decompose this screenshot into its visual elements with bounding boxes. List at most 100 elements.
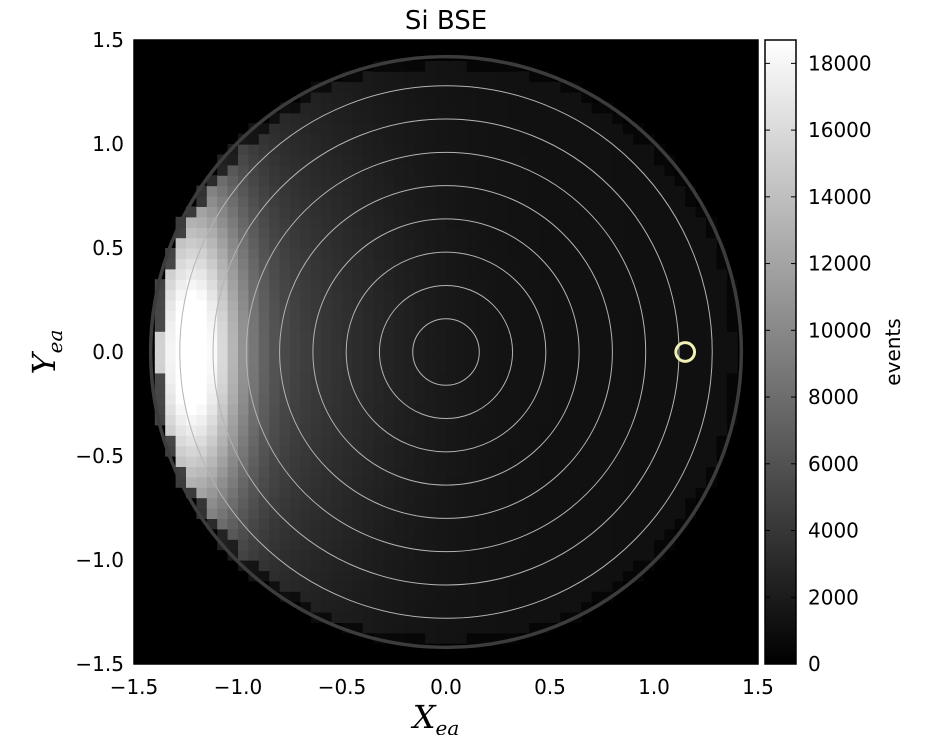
heatmap-cell bbox=[508, 435, 520, 447]
heatmap-cell bbox=[622, 518, 634, 530]
heatmap-cell bbox=[165, 341, 177, 353]
heatmap-cell bbox=[373, 341, 385, 353]
heatmap-cell bbox=[550, 549, 561, 561]
heatmap-cell bbox=[383, 92, 395, 103]
heatmap-cell bbox=[217, 227, 229, 239]
heatmap-cell bbox=[633, 133, 645, 145]
heatmap-cell bbox=[435, 362, 447, 374]
heatmap-cell bbox=[258, 372, 270, 384]
heatmap-cell bbox=[383, 300, 395, 311]
heatmap-cell bbox=[435, 60, 447, 72]
heatmap-cell bbox=[414, 289, 426, 301]
heatmap-cell bbox=[404, 508, 416, 519]
heatmap-cell bbox=[570, 601, 582, 613]
heatmap-cell bbox=[217, 310, 229, 322]
heatmap-cell bbox=[706, 300, 717, 311]
heatmap-cell bbox=[487, 352, 499, 363]
heatmap-cell bbox=[466, 248, 478, 259]
heatmap-cell bbox=[716, 289, 728, 301]
heatmap-cell bbox=[612, 175, 624, 187]
heatmap-cell bbox=[342, 289, 353, 301]
heatmap-cell bbox=[383, 393, 395, 405]
heatmap-cell bbox=[487, 268, 499, 280]
heatmap-cell bbox=[518, 300, 530, 311]
heatmap-cell bbox=[425, 580, 437, 592]
heatmap-cell bbox=[196, 445, 208, 457]
heatmap-cell bbox=[238, 175, 249, 187]
heatmap-cell bbox=[466, 92, 478, 103]
heatmap-cell bbox=[404, 362, 416, 374]
heatmap-cell bbox=[383, 528, 395, 540]
heatmap-cell bbox=[352, 227, 364, 239]
heatmap-cell bbox=[300, 591, 312, 603]
heatmap-cell bbox=[622, 237, 634, 249]
heatmap-cell bbox=[217, 216, 229, 228]
heatmap-cell bbox=[529, 341, 541, 353]
heatmap-cell bbox=[352, 133, 364, 145]
heatmap-cell bbox=[591, 549, 603, 561]
heatmap-cell bbox=[539, 612, 551, 623]
heatmap-cell bbox=[643, 185, 655, 197]
heatmap-cell bbox=[466, 133, 478, 145]
heatmap-cell bbox=[539, 445, 551, 457]
heatmap-cell bbox=[477, 476, 489, 488]
heatmap-cell bbox=[206, 487, 218, 499]
heatmap-cell bbox=[279, 341, 291, 353]
heatmap-cell bbox=[310, 123, 322, 135]
heatmap-cell bbox=[425, 81, 437, 93]
heatmap-cell bbox=[581, 248, 593, 259]
heatmap-cell bbox=[581, 331, 593, 343]
heatmap-cell bbox=[456, 320, 468, 332]
heatmap-cell bbox=[685, 310, 697, 322]
heatmap-cell bbox=[477, 539, 489, 551]
heatmap-cell bbox=[394, 580, 405, 592]
heatmap-cell bbox=[539, 248, 551, 259]
heatmap-cell bbox=[310, 164, 322, 176]
heatmap-cell bbox=[456, 560, 468, 571]
heatmap-cell bbox=[602, 133, 613, 145]
heatmap-cell bbox=[227, 352, 239, 363]
heatmap-cell bbox=[498, 362, 509, 374]
heatmap-cell bbox=[290, 570, 301, 582]
heatmap-cell bbox=[706, 237, 717, 249]
heatmap-cell bbox=[186, 404, 197, 415]
heatmap-cell bbox=[581, 497, 593, 509]
heatmap-cell bbox=[206, 456, 218, 467]
heatmap-cell bbox=[456, 570, 468, 582]
heatmap-cell bbox=[342, 549, 353, 561]
heatmap-cell bbox=[550, 144, 561, 155]
heatmap-cell bbox=[518, 227, 530, 239]
heatmap-cell bbox=[487, 528, 499, 540]
heatmap-cell bbox=[414, 393, 426, 405]
heatmap-cell bbox=[602, 175, 613, 187]
heatmap-cell bbox=[206, 404, 218, 415]
heatmap-cell bbox=[186, 300, 197, 311]
heatmap-cell bbox=[321, 549, 333, 561]
heatmap-cell bbox=[612, 279, 624, 291]
heatmap-cell bbox=[622, 528, 634, 540]
heatmap-cell bbox=[602, 456, 613, 467]
heatmap-cell bbox=[425, 414, 437, 426]
heatmap-cell bbox=[591, 435, 603, 447]
y-tick-label: −1.5 bbox=[75, 652, 124, 676]
heatmap-cell bbox=[186, 279, 197, 291]
heatmap-cell bbox=[300, 341, 312, 353]
heatmap-cell bbox=[654, 331, 665, 343]
heatmap-cell bbox=[518, 539, 530, 551]
heatmap-cell bbox=[518, 341, 530, 353]
heatmap-cell bbox=[654, 341, 665, 353]
heatmap-cell bbox=[498, 487, 509, 499]
heatmap-cell bbox=[248, 154, 260, 166]
heatmap-cell bbox=[425, 185, 437, 197]
heatmap-cell bbox=[394, 112, 405, 124]
heatmap-cell bbox=[664, 206, 676, 218]
heatmap-cell bbox=[435, 81, 447, 93]
heatmap-cell bbox=[518, 622, 530, 634]
heatmap-cell bbox=[394, 102, 405, 114]
heatmap-cell bbox=[248, 383, 260, 395]
heatmap-cell bbox=[300, 154, 312, 166]
heatmap-cell bbox=[643, 487, 655, 499]
heatmap-cell bbox=[529, 112, 541, 124]
heatmap-cell bbox=[383, 237, 395, 249]
heatmap-cell bbox=[477, 237, 489, 249]
